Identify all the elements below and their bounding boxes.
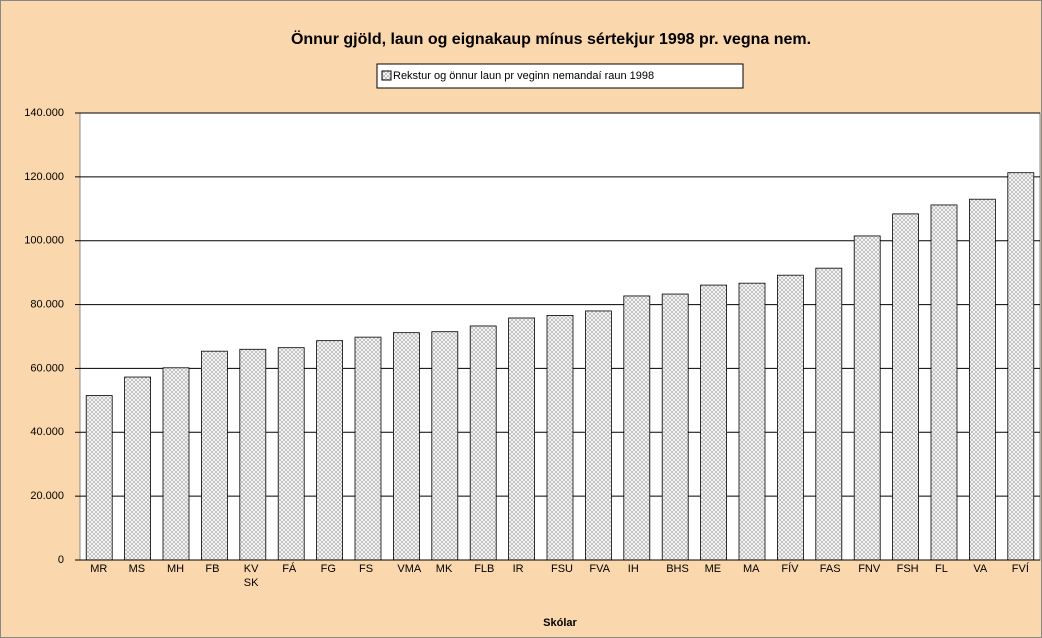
bar (431, 331, 459, 561)
bar (969, 198, 996, 561)
y-tick-label: 140.000 (24, 107, 64, 119)
x-tick-label: BHS (666, 563, 689, 575)
x-tick-label: FSH (897, 563, 919, 575)
bar (853, 235, 881, 561)
x-tick-line: SK (244, 577, 259, 589)
y-tick-label: 120.000 (24, 171, 64, 183)
bar (546, 315, 574, 561)
bar (354, 336, 382, 561)
bar (1007, 172, 1035, 561)
x-axis-title: Skólar (543, 617, 577, 629)
x-tick-label: FSU (551, 563, 573, 575)
x-tick-label: IH (628, 563, 639, 575)
x-tick-label: ME (705, 563, 722, 575)
y-tick-label: 0 (58, 554, 64, 566)
x-tick-label: IR (513, 563, 524, 575)
x-tick-label: FÍV (781, 562, 799, 575)
x-tick-label: FLB (474, 563, 494, 575)
bar (239, 348, 267, 561)
y-tick-label: 60.000 (30, 362, 64, 374)
chart-title: Önnur gjöld, laun og eignakaup mínus sér… (291, 29, 811, 48)
legend (376, 63, 744, 89)
bar (508, 317, 536, 561)
x-tick-label: MK (436, 563, 453, 575)
bar (623, 295, 651, 561)
x-tick-label: FNV (858, 563, 881, 575)
bar (585, 310, 612, 561)
bar (85, 395, 113, 561)
x-tick-label: MH (167, 563, 184, 575)
x-tick-line: KV (244, 563, 259, 575)
y-tick-label: 80.000 (30, 298, 64, 310)
x-tick-label: VMA (397, 563, 422, 575)
bar (700, 284, 727, 561)
x-tick-label: FÁ (282, 562, 297, 575)
x-tick-label: FVÍ (1012, 562, 1030, 575)
bar (930, 204, 958, 561)
bar (738, 282, 766, 561)
bar (892, 213, 919, 561)
x-tick-label: MS (129, 563, 146, 575)
x-tick-label: FVA (589, 563, 610, 575)
x-tick-label: FB (205, 563, 219, 575)
bar (316, 340, 344, 561)
legend-label: Rekstur og önnur laun pr veginn nemandaí… (393, 70, 654, 82)
y-tick-label: 20.000 (30, 490, 64, 502)
bar (200, 350, 228, 561)
bar (124, 376, 151, 561)
x-tick-label: MA (743, 563, 760, 575)
legend-swatch (381, 70, 392, 81)
y-tick-label: 40.000 (30, 426, 64, 438)
x-tick-label: FS (359, 563, 373, 575)
x-tick-label: FL (935, 563, 948, 575)
bar (392, 332, 420, 561)
bar (777, 274, 804, 561)
x-tick-label: FAS (820, 563, 841, 575)
bar (661, 293, 689, 561)
x-tick-label: KV SK (244, 563, 259, 589)
x-tick-label: VA (973, 563, 988, 575)
bar (277, 347, 305, 561)
bar (815, 267, 843, 561)
bar (162, 367, 190, 561)
x-tick-label: MR (90, 563, 107, 575)
x-tick-label: FG (321, 563, 336, 575)
bar (469, 325, 497, 561)
y-tick-label: 100.000 (24, 235, 64, 247)
